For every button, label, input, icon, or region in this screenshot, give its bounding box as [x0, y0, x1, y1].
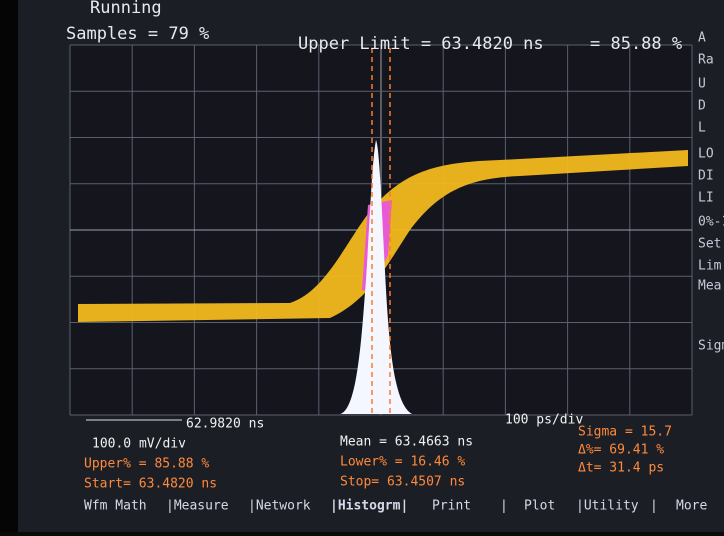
- sigma: Sigma = 15.7: [578, 425, 672, 440]
- side-menu-item[interactable]: DI: [698, 169, 714, 184]
- side-menu-item[interactable]: 0%-1: [698, 215, 724, 230]
- time-offset: 62.9820 ns: [186, 417, 264, 432]
- softkey[interactable]: |Utility: [576, 499, 639, 514]
- scope-screen: Running Samples = 79 % Upper Limit = 63.…: [0, 0, 724, 532]
- side-menu-item[interactable]: Sigm: [698, 339, 724, 354]
- softkey[interactable]: |Measure: [166, 499, 229, 514]
- mean: Mean = 63.4663 ns: [340, 435, 473, 450]
- softkey[interactable]: |Network: [248, 499, 311, 514]
- stop: Stop= 63.4507 ns: [340, 475, 465, 490]
- page: Running Samples = 79 % Upper Limit = 63.…: [0, 0, 724, 532]
- side-menu-item[interactable]: LI: [698, 191, 714, 206]
- upper-limit: Upper Limit = 63.4820 ns: [298, 34, 544, 54]
- volt-div: 100.0 mV/div: [92, 437, 186, 452]
- softkey[interactable]: Print: [432, 499, 471, 514]
- softkey[interactable]: |: [650, 499, 658, 514]
- time-div: 100 ps/div: [505, 413, 583, 428]
- upper-pct: = 85.88 %: [590, 34, 682, 54]
- softkey-menu: Wfm Math |Measure |Network |Histogrm| Print |…: [84, 499, 707, 514]
- delta-pct: Δ%= 69.41 %: [578, 443, 664, 458]
- softkey[interactable]: |: [500, 499, 508, 514]
- side-menu-item[interactable]: A: [698, 31, 706, 46]
- softkey[interactable]: Wfm Math: [84, 499, 147, 514]
- start: Start= 63.4820 ns: [84, 477, 217, 492]
- side-menu-item[interactable]: D: [698, 99, 706, 114]
- softkey[interactable]: More: [676, 499, 707, 514]
- side-menu-item[interactable]: U: [698, 77, 706, 92]
- side-menu-item[interactable]: L: [698, 121, 706, 136]
- side-menu-item[interactable]: Mea: [698, 279, 721, 294]
- side-menu-item[interactable]: Set: [698, 237, 721, 252]
- side-menu-item[interactable]: Ra: [698, 53, 714, 68]
- side-menu-item[interactable]: Lim: [698, 259, 722, 274]
- samples: Samples = 79 %: [66, 24, 209, 44]
- upper-pct: Upper% = 85.88 %: [84, 457, 209, 472]
- side-menu-item[interactable]: LO: [698, 147, 714, 162]
- softkey[interactable]: |Histogrm|: [330, 499, 408, 514]
- lower-pct: Lower% = 16.46 %: [340, 455, 465, 470]
- softkey[interactable]: Plot: [524, 499, 555, 514]
- status: Running: [90, 0, 162, 18]
- delta-t: Δt= 31.4 ps: [578, 461, 664, 476]
